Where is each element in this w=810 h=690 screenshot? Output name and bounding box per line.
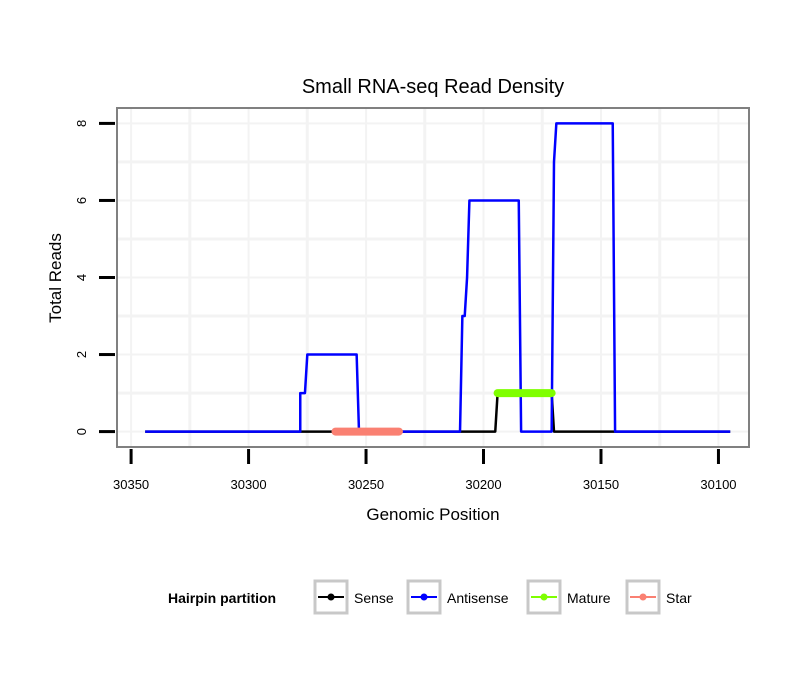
legend-label-star: Star bbox=[666, 590, 692, 606]
x-tick-label: 30300 bbox=[230, 477, 266, 492]
y-tick-label: 4 bbox=[74, 274, 89, 281]
legend-key-point bbox=[420, 593, 428, 601]
chart-title: Small RNA-seq Read Density bbox=[302, 76, 564, 98]
legend-key-point bbox=[639, 593, 647, 601]
y-tick-label: 8 bbox=[74, 120, 89, 127]
legend-key-point bbox=[540, 593, 548, 601]
legend-label-antisense: Antisense bbox=[447, 590, 509, 606]
y-tick-label: 2 bbox=[74, 351, 89, 358]
y-tick-label: 0 bbox=[74, 428, 89, 435]
x-tick-label: 30100 bbox=[700, 477, 736, 492]
legend-key-point bbox=[327, 593, 335, 601]
x-tick-label: 30150 bbox=[583, 477, 619, 492]
plot-border bbox=[116, 107, 750, 448]
series-line-antisense bbox=[145, 122, 731, 433]
x-tick-label: 30200 bbox=[465, 477, 501, 492]
gridlines bbox=[117, 108, 749, 447]
x-tick-label: 30250 bbox=[348, 477, 384, 492]
y-axis-label: Total Reads bbox=[46, 233, 65, 323]
legend-label-sense: Sense bbox=[354, 590, 394, 606]
y-tick-label: 6 bbox=[74, 197, 89, 204]
legend-label-mature: Mature bbox=[567, 590, 611, 606]
legend-title: Hairpin partition bbox=[168, 590, 276, 606]
series-lines bbox=[145, 122, 731, 436]
legend: Hairpin partition Sense Antisense Mature St… bbox=[168, 579, 692, 615]
x-axis-label: Genomic Position bbox=[366, 505, 499, 524]
x-tick-label: 30350 bbox=[113, 477, 149, 492]
y-axis: 0 2 4 6 8 bbox=[74, 120, 115, 435]
x-axis: 30350 30300 30250 30200 30150 30100 bbox=[113, 449, 737, 492]
